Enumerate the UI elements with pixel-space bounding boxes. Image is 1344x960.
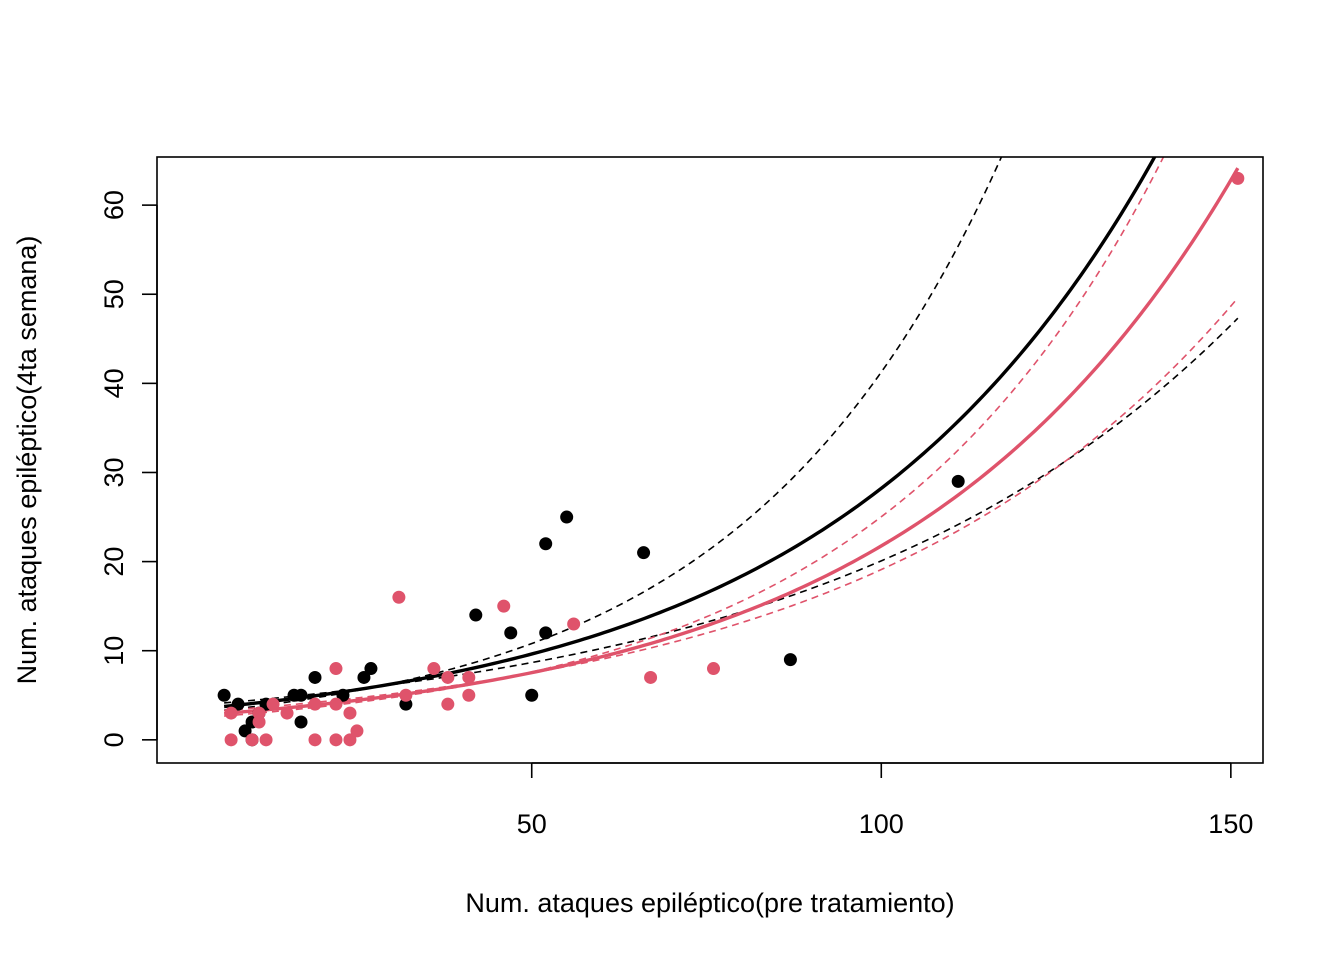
series-1-ci-upper-line [224, 157, 1003, 712]
data-point [266, 697, 280, 711]
data-point [329, 662, 343, 676]
data-point [357, 670, 371, 684]
data-point [217, 688, 231, 702]
data-point [343, 706, 357, 720]
data-point [308, 670, 322, 684]
y-tick-label: 10 [99, 636, 129, 666]
y-tick-label: 30 [99, 457, 129, 487]
data-point [783, 653, 797, 667]
series-1-fit-line [223, 157, 1157, 709]
y-tick-label: 50 [99, 279, 129, 309]
data-point [392, 590, 406, 604]
data-point [336, 688, 350, 702]
data-point [343, 733, 357, 747]
data-point [231, 697, 245, 711]
data-point [504, 626, 518, 640]
data-point [469, 608, 483, 622]
data-point [560, 510, 574, 524]
data-point [951, 474, 965, 488]
data-point [350, 724, 364, 738]
data-point [539, 626, 553, 640]
y-tick-label: 0 [99, 732, 129, 747]
data-point [224, 706, 238, 720]
series-2-ci-lower-line [224, 297, 1239, 712]
data-point [462, 688, 476, 702]
plot-layer [217, 157, 1245, 747]
axes-layer: 50 100 150 0 10 20 30 40 50 60 [99, 156, 1264, 839]
data-point [497, 599, 511, 613]
data-point [441, 670, 455, 684]
data-point [245, 733, 259, 747]
data-point [525, 688, 539, 702]
data-point [329, 733, 343, 747]
series-2-ci-upper-line [224, 157, 1165, 717]
y-tick-label: 60 [99, 190, 129, 220]
data-point [252, 706, 266, 720]
data-point [259, 733, 273, 747]
x-tick-label: 150 [1208, 809, 1253, 839]
data-point [364, 662, 378, 676]
x-tick-label: 100 [859, 809, 904, 839]
data-point [1231, 171, 1245, 185]
x-axis-label: Num. ataques epiléptico(pre tratamiento) [465, 888, 954, 918]
y-axis-label: Num. ataques epiléptico(4ta semana) [12, 236, 42, 685]
data-point [399, 688, 413, 702]
data-point [294, 688, 308, 702]
data-point [567, 617, 581, 631]
data-point [280, 706, 294, 720]
y-tick-label: 40 [99, 368, 129, 398]
data-point [637, 546, 651, 560]
series-2-points [224, 171, 1245, 747]
data-point [252, 715, 266, 729]
data-point [441, 697, 455, 711]
series-1-ci-lower-line [224, 317, 1239, 704]
data-point [427, 662, 441, 676]
data-point [224, 733, 238, 747]
curves-group [223, 157, 1240, 717]
y-tick-label: 20 [99, 547, 129, 577]
data-point [294, 715, 308, 729]
data-point [644, 670, 658, 684]
series-2-fit-line [223, 167, 1240, 716]
data-point [308, 733, 322, 747]
series-1-points [217, 474, 965, 747]
data-point [399, 697, 413, 711]
data-point [329, 697, 343, 711]
data-point [238, 724, 252, 738]
data-point [462, 670, 476, 684]
data-point [308, 697, 322, 711]
data-point [539, 537, 553, 551]
x-tick-label: 50 [517, 809, 547, 839]
data-point [707, 662, 720, 676]
